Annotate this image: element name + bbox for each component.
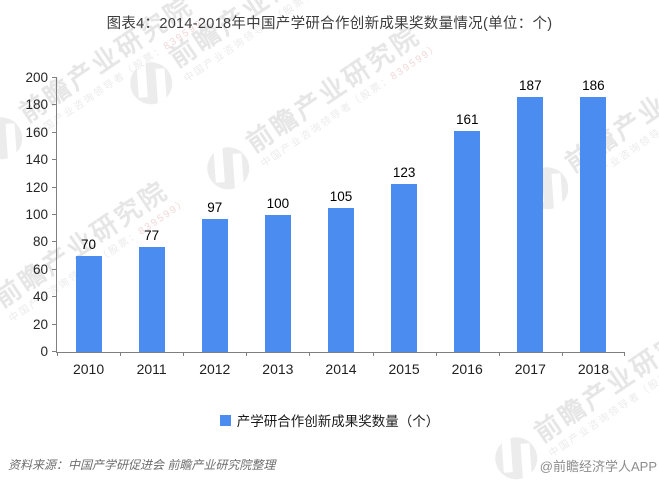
y-axis-tick <box>52 131 57 133</box>
y-axis-tick <box>52 77 57 78</box>
source-note: 资料来源：中国产学研促进会 前瞻产业研究院整理 <box>8 458 276 472</box>
bar-value-label: 186 <box>582 78 605 94</box>
x-tick-label: 2014 <box>325 361 357 377</box>
x-axis-tick <box>246 352 248 356</box>
y-axis-tick <box>52 268 57 270</box>
y-tick-label: 60 <box>32 261 48 277</box>
x-tick-label: 2017 <box>514 361 546 377</box>
bar-value-label: 70 <box>81 237 97 253</box>
legend: 产学研合作创新成果奖数量（个） <box>0 410 659 430</box>
y-axis-tick <box>52 159 57 161</box>
qianzhan-logo-icon <box>0 294 6 353</box>
y-tick-label: 80 <box>32 234 48 250</box>
bar <box>75 256 102 352</box>
bar-column: 161 <box>436 78 499 352</box>
x-axis-tick <box>309 352 311 356</box>
x-tick-label: 2011 <box>136 361 167 377</box>
bar-column: 77 <box>120 78 183 352</box>
y-axis-tick <box>52 214 57 215</box>
x-tick-label: 2010 <box>72 361 105 377</box>
bar-value-label: 97 <box>207 200 223 216</box>
bar <box>138 246 165 352</box>
x-tick-label: 2013 <box>262 361 294 377</box>
x-axis-tick <box>498 352 500 356</box>
bar-column: 97 <box>183 78 246 352</box>
bar-value-label: 161 <box>455 112 479 128</box>
bar-column: 186 <box>562 78 625 352</box>
x-axis-tick <box>561 352 563 356</box>
y-tick-label: 200 <box>25 70 48 85</box>
chart-title: 图表4：2014-2018年中国产学研合作创新成果奖数量情况(单位：个) <box>106 16 553 32</box>
x-axis-tick <box>624 352 625 356</box>
x-axis-labels: 2010 2011 2012 2013 2014 2015 2016 2017 2018 <box>57 361 625 377</box>
bar <box>264 215 291 352</box>
x-tick-label: 2018 <box>577 361 609 377</box>
plot-area: 70 77 97 100 105 123 161 187 186 2010 2011 2012 201… <box>25 70 625 377</box>
x-axis-tick <box>435 352 437 356</box>
y-tick-label: 0 <box>40 344 48 359</box>
y-axis-tick <box>52 323 57 325</box>
y-axis-tick <box>52 241 57 243</box>
y-tick-label: 180 <box>25 97 48 113</box>
bar-value-label: 100 <box>266 196 290 211</box>
y-tick-label: 40 <box>32 289 48 305</box>
x-axis-tick <box>57 352 58 356</box>
bar-value-label: 105 <box>329 189 353 205</box>
bar <box>201 219 228 352</box>
y-axis-tick <box>52 104 57 106</box>
bar-column: 105 <box>309 78 372 352</box>
bar-column: 70 <box>57 78 120 352</box>
bar-series: 70 77 97 100 105 123 161 187 186 <box>57 78 625 352</box>
bar <box>454 131 481 352</box>
bar-value-label: 187 <box>519 78 542 93</box>
y-tick-label: 140 <box>25 152 48 168</box>
watermark-brand: 前瞻产业研究院 <box>163 0 349 74</box>
bar-column: 100 <box>246 78 309 352</box>
bar <box>580 97 607 352</box>
y-tick-label: 120 <box>25 179 48 195</box>
footer: 资料来源：中国产学研促进会 前瞻产业研究院整理 @前瞻经济学人APP <box>8 456 657 475</box>
y-tick-label: 160 <box>25 124 48 140</box>
legend-swatch <box>219 414 231 426</box>
y-tick-label: 100 <box>25 207 48 222</box>
bar-column: 123 <box>373 78 436 352</box>
y-axis-tick <box>52 296 57 298</box>
bar <box>391 183 418 352</box>
bar-value-label: 77 <box>144 227 160 243</box>
x-axis-tick <box>120 352 122 356</box>
y-axis-tick <box>52 351 57 352</box>
bar-column: 187 <box>499 78 562 352</box>
y-tick-label: 20 <box>32 316 48 332</box>
x-tick-label: 2012 <box>199 361 231 377</box>
x-tick-label: 2016 <box>451 361 483 377</box>
bar <box>327 208 354 352</box>
x-axis-tick <box>183 352 185 356</box>
x-axis-tick <box>372 352 374 356</box>
bar <box>517 97 544 352</box>
x-tick-label: 2015 <box>388 361 420 377</box>
y-axis-tick <box>52 186 57 188</box>
credit-note: @前瞻经济学人APP <box>539 459 657 474</box>
legend-label: 产学研合作创新成果奖数量（个） <box>236 414 440 429</box>
bar-value-label: 123 <box>392 164 416 180</box>
